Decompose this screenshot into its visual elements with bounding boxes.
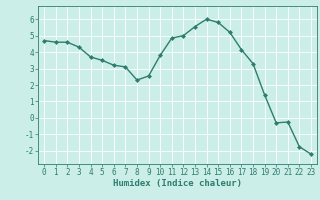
X-axis label: Humidex (Indice chaleur): Humidex (Indice chaleur)	[113, 179, 242, 188]
